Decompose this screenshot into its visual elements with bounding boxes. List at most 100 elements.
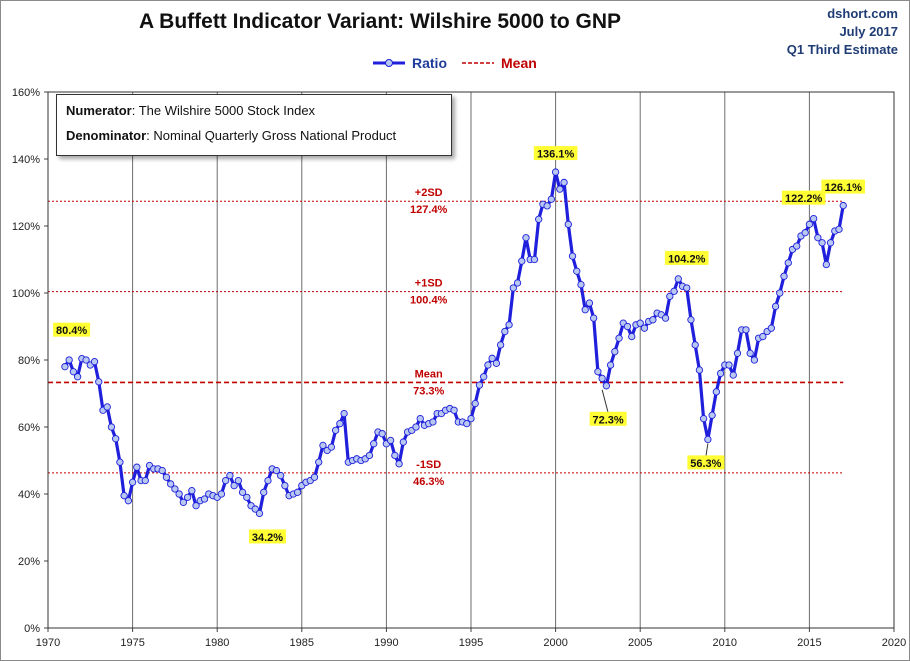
y-tick-label: 20% <box>18 556 40 568</box>
annotation-label: 80.4% <box>56 325 87 337</box>
ratio-point <box>725 361 733 369</box>
annotation-label: 126.1% <box>825 182 863 194</box>
x-tick-label: 2000 <box>543 637 567 649</box>
ratio-point <box>746 349 754 357</box>
ratio-point <box>522 234 530 242</box>
grid-layer <box>132 92 895 628</box>
ratio-point <box>543 202 551 210</box>
ratio-point <box>640 324 649 332</box>
ratio-point <box>158 466 166 475</box>
y-tick-label: 160% <box>12 87 40 99</box>
ratio-point <box>674 275 682 283</box>
ratio-point <box>513 279 522 287</box>
annotation-box <box>821 179 866 194</box>
ratio-point <box>222 476 230 485</box>
ratio-point <box>661 314 670 322</box>
ratio-line <box>63 170 845 515</box>
ratio-point <box>399 438 407 446</box>
ratio-point <box>463 419 471 428</box>
ratio-point <box>264 476 272 485</box>
ratio-point <box>687 316 695 324</box>
ratio-point <box>615 334 623 342</box>
ratio-point <box>386 436 395 445</box>
ratio-point <box>293 488 302 496</box>
ratio-point <box>281 481 289 490</box>
numerator-label: Numerator <box>66 103 132 118</box>
x-tick-label: 2005 <box>628 637 652 649</box>
denominator-label: Denominator <box>66 128 147 143</box>
ratio-point <box>467 414 475 423</box>
legend: Ratio Mean <box>372 54 537 72</box>
ratio-point <box>192 502 200 510</box>
ratio-point <box>82 356 90 364</box>
ratio-point <box>255 509 264 518</box>
ratio-point <box>488 354 496 362</box>
ratio-point <box>551 168 560 176</box>
ratio-point <box>771 302 780 311</box>
ratio-point <box>606 361 615 369</box>
ratio-point <box>475 381 484 389</box>
ratio-point <box>700 414 708 423</box>
chart-title: A Buffett Indicator Variant: Wilshire 50… <box>138 10 622 33</box>
ratio-series <box>61 168 847 518</box>
estimate-note: Q1 Third Estimate <box>786 42 898 57</box>
y-tick-label: 100% <box>12 288 40 300</box>
x-tick-label: 2015 <box>797 637 821 649</box>
ratio-point <box>65 356 73 364</box>
ratio-point <box>585 299 594 307</box>
reference-lines: +2SD 127.4% +1SD 100.4% Mean 73.3% -1SD 46.3% <box>48 187 844 488</box>
ratio-point <box>712 388 720 396</box>
ratio-point <box>814 234 822 242</box>
ratio-point <box>636 319 644 327</box>
annotation-label: 34.2% <box>252 532 283 544</box>
annotation-label: 72.3% <box>593 414 624 426</box>
ratio-point <box>319 441 327 450</box>
ratio-point <box>90 358 99 366</box>
ratio-point <box>188 486 196 495</box>
legend-ratio-swatch <box>373 59 405 67</box>
ratio-point <box>133 463 141 471</box>
ratio-point <box>564 220 572 228</box>
reference-line-value: 46.3% <box>413 476 444 488</box>
ratio-point <box>217 490 226 498</box>
reference-line-name: Mean <box>415 368 443 380</box>
ratio-point <box>496 341 505 349</box>
ratio-point <box>784 259 792 267</box>
y-tick-label: 40% <box>18 489 40 501</box>
ratio-point <box>128 478 137 486</box>
annotation-label: 56.3% <box>690 458 721 470</box>
ratio-point <box>716 369 725 378</box>
ratio-point <box>809 214 818 223</box>
ratio-point <box>73 373 82 381</box>
ratio-point <box>391 451 399 460</box>
annotations: 80.4%34.2%136.1%72.3%104.2%56.3%122.2%12… <box>53 146 866 544</box>
ratio-point <box>602 382 611 390</box>
ratio-point <box>780 272 788 280</box>
ratio-point <box>412 423 420 431</box>
ratio-point <box>568 252 577 260</box>
ratio-point <box>69 368 78 376</box>
reference-line-name: +2SD <box>415 187 443 199</box>
ratio-point <box>530 255 539 264</box>
ratio-point <box>238 488 247 496</box>
annotation-box <box>687 455 725 470</box>
reference-line-name: -1SD <box>416 459 441 471</box>
ratio-point <box>107 423 116 431</box>
ratio-point <box>429 418 437 426</box>
ratio-point <box>805 220 814 228</box>
ratio-point <box>484 361 492 369</box>
ratio-point <box>336 419 344 428</box>
ratio-point <box>260 488 268 496</box>
ratio-point <box>179 498 188 507</box>
y-tick-label: 120% <box>12 221 40 233</box>
y-tick-label: 60% <box>18 422 40 434</box>
legend-ratio-label: Ratio <box>412 55 447 71</box>
annotation-label: 136.1% <box>537 149 575 161</box>
ratio-point <box>708 411 716 419</box>
x-tick-label: 1995 <box>459 637 483 649</box>
ratio-point <box>251 505 259 513</box>
legend-mean: Mean <box>461 55 537 71</box>
ratio-point <box>801 229 809 237</box>
ratio-point <box>120 492 128 500</box>
